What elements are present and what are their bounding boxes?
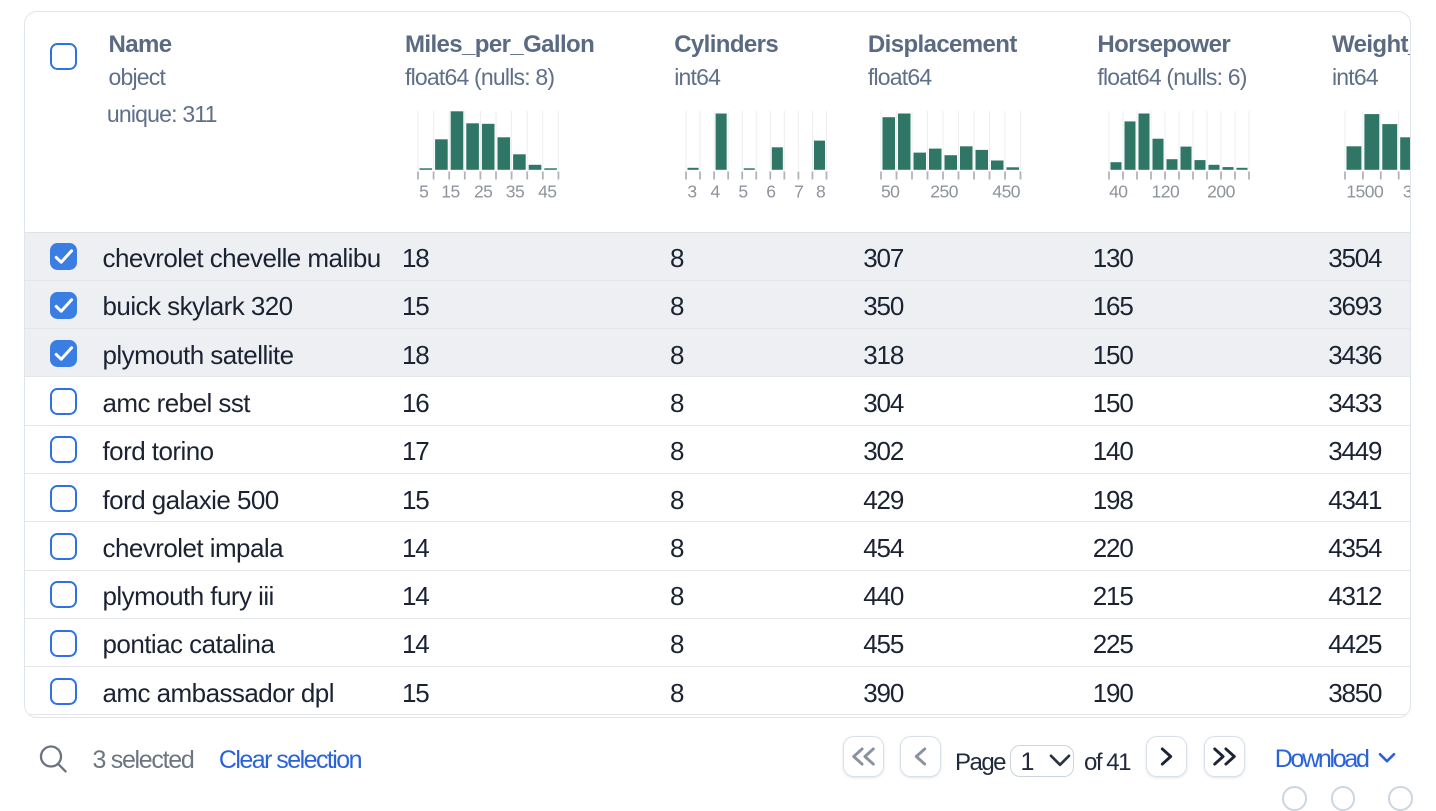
svg-text:40: 40 — [1109, 181, 1128, 201]
svg-text:200: 200 — [1208, 181, 1236, 201]
svg-text:120: 120 — [1152, 181, 1180, 201]
svg-text:450: 450 — [992, 181, 1020, 201]
svg-text:15: 15 — [441, 181, 459, 201]
svg-text:6: 6 — [767, 181, 776, 201]
svg-text:7: 7 — [794, 181, 803, 201]
svg-text:5: 5 — [419, 181, 428, 201]
svg-text:3: 3 — [688, 181, 697, 201]
svg-text:25: 25 — [474, 181, 492, 201]
svg-text:250: 250 — [930, 181, 958, 201]
svg-text:1500: 1500 — [1346, 181, 1384, 201]
svg-text:45: 45 — [538, 181, 556, 201]
svg-text:3500: 3500 — [1403, 181, 1411, 201]
svg-text:4: 4 — [711, 181, 721, 201]
svg-text:8: 8 — [816, 181, 825, 201]
svg-text:35: 35 — [506, 181, 524, 201]
svg-text:50: 50 — [881, 181, 900, 201]
svg-text:5: 5 — [739, 181, 748, 201]
